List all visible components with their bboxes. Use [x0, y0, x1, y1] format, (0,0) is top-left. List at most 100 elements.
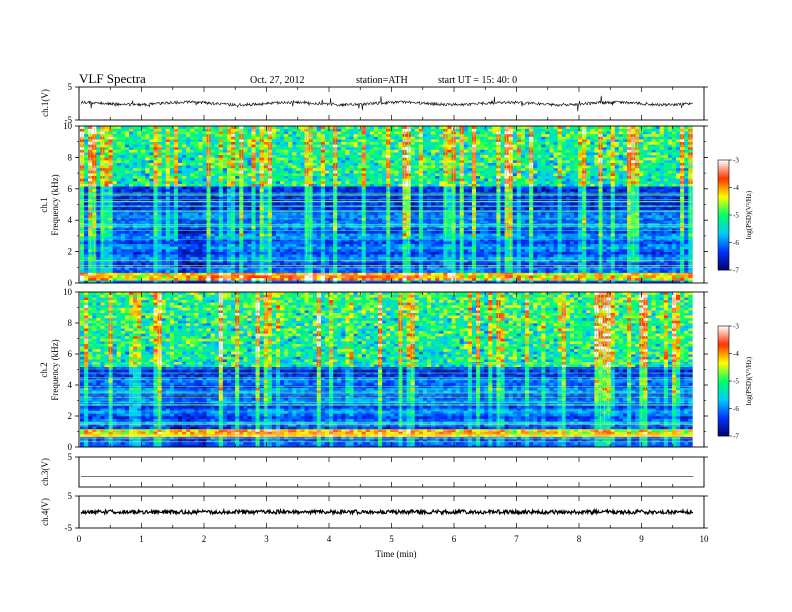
spectrogram-cell	[116, 264, 122, 268]
spectrogram-cell	[169, 277, 175, 281]
spectrogram-cell	[153, 199, 158, 203]
spectrogram-cell	[177, 212, 183, 216]
spectrogram-cell	[590, 275, 595, 279]
spectrogram-cell	[353, 214, 358, 218]
spectrogram-cell	[251, 196, 256, 200]
spectrogram-cell	[541, 212, 546, 216]
spectrogram-cell	[369, 233, 375, 237]
spectrogram-cell	[153, 238, 158, 242]
spectrogram-cell	[271, 254, 277, 258]
spectrogram-cell	[108, 225, 113, 229]
spectrogram-cell	[120, 267, 126, 271]
spectrogram-cell	[463, 235, 469, 239]
spectrogram-cell	[651, 225, 656, 229]
spectrogram-cell	[435, 269, 440, 273]
spectrogram-cell	[549, 280, 554, 284]
spectrogram-cell	[369, 217, 375, 221]
spectrogram-cell	[304, 264, 309, 268]
spectrogram-cell	[186, 275, 191, 279]
spectrogram-cell	[210, 267, 216, 271]
spectrogram-cell	[128, 269, 134, 273]
spectrogram-cell	[524, 254, 530, 258]
spectrogram-cell	[512, 256, 518, 260]
spectrogram-cell	[545, 217, 550, 221]
spectrogram-cell	[194, 262, 199, 265]
spectrogram-cell	[190, 201, 195, 205]
spectrogram-cell	[320, 251, 326, 255]
spectrogram-cell	[545, 264, 550, 268]
spectrogram-cell	[210, 238, 216, 242]
spectrogram-cell	[480, 243, 485, 247]
spectrogram-cell	[198, 277, 203, 281]
spectrogram-cell	[133, 207, 138, 211]
spectrogram-cell	[418, 259, 424, 263]
spectrogram-cell	[422, 199, 428, 203]
spectrogram-cell	[239, 243, 244, 247]
spectrogram-cell	[659, 233, 665, 237]
spectrogram-cell	[557, 207, 563, 211]
spectrogram-cell	[622, 241, 628, 245]
spectrogram-cell	[108, 199, 113, 203]
start-time-label: start UT = 15: 40: 0	[438, 75, 517, 86]
spectrogram-cell	[373, 233, 379, 237]
spectrogram-cell	[496, 264, 501, 268]
spectrogram-cell	[128, 225, 134, 229]
spectrogram-cell	[210, 212, 216, 216]
spectrogram-cell	[643, 238, 648, 242]
spectrogram-cell	[496, 259, 501, 263]
spectrogram-cell	[96, 214, 101, 218]
spectrogram-cell	[676, 230, 681, 234]
spectrogram-cell	[476, 238, 481, 242]
spectrogram-cell	[463, 199, 469, 203]
spectrogram-cell	[369, 230, 375, 234]
spectrogram-cell	[312, 251, 318, 255]
spectrogram-cell	[659, 230, 665, 234]
spectrogram-cell	[533, 251, 538, 255]
spectrogram-cell	[145, 238, 150, 242]
spectrogram-cell	[545, 196, 550, 200]
spectrogram-cell	[312, 264, 318, 268]
spectrogram-cell	[153, 251, 158, 255]
spectrogram-cell	[275, 262, 281, 265]
station-label: station=ATH	[356, 75, 408, 86]
spectrogram-cell	[622, 230, 628, 234]
spectrogram-cell	[349, 220, 354, 224]
spectrogram-cell	[418, 262, 424, 265]
spectrogram-cell	[141, 267, 146, 271]
spectrogram-cell	[443, 280, 448, 284]
spectrogram-cell	[378, 220, 383, 224]
spectrogram-cell	[414, 230, 420, 234]
spectrogram-cell	[476, 248, 481, 252]
spectrogram-cell	[610, 235, 616, 239]
spectrogram-cell	[622, 248, 628, 252]
spectrogram-cell	[316, 262, 322, 265]
spectrogram-cell	[402, 256, 407, 260]
spectrogram-cell	[206, 246, 211, 250]
spectrogram-cell	[206, 264, 211, 268]
spectrogram-cell	[369, 267, 375, 271]
spectrogram-cell	[537, 225, 542, 229]
spectrogram-cell	[345, 277, 350, 281]
spectrogram-cell	[161, 251, 167, 255]
spectrogram-cell	[247, 259, 252, 263]
spectrogram-cell	[500, 277, 505, 281]
spectrogram-cell	[545, 235, 550, 239]
spectrogram-cell	[431, 277, 436, 281]
spectrogram-cell	[484, 199, 489, 203]
spectrogram-cell	[92, 275, 97, 279]
spectrogram-cell	[602, 228, 607, 231]
spectrogram-cell	[467, 201, 473, 205]
spectrogram-cell	[680, 251, 685, 255]
spectrogram-cell	[422, 201, 428, 205]
spectrogram-cell	[578, 259, 583, 263]
spectrogram-cell	[480, 267, 485, 271]
spectrogram-cell	[312, 269, 318, 273]
spectrogram-cell	[663, 199, 669, 203]
spectrogram-cell	[524, 277, 530, 281]
spectrogram-cell	[431, 280, 436, 284]
spectrogram-cell	[427, 256, 432, 260]
spectrogram-cell	[537, 212, 542, 216]
spectrogram-cell	[410, 214, 416, 218]
spectrogram-cell	[173, 267, 179, 271]
spectrogram-cell	[161, 214, 167, 218]
